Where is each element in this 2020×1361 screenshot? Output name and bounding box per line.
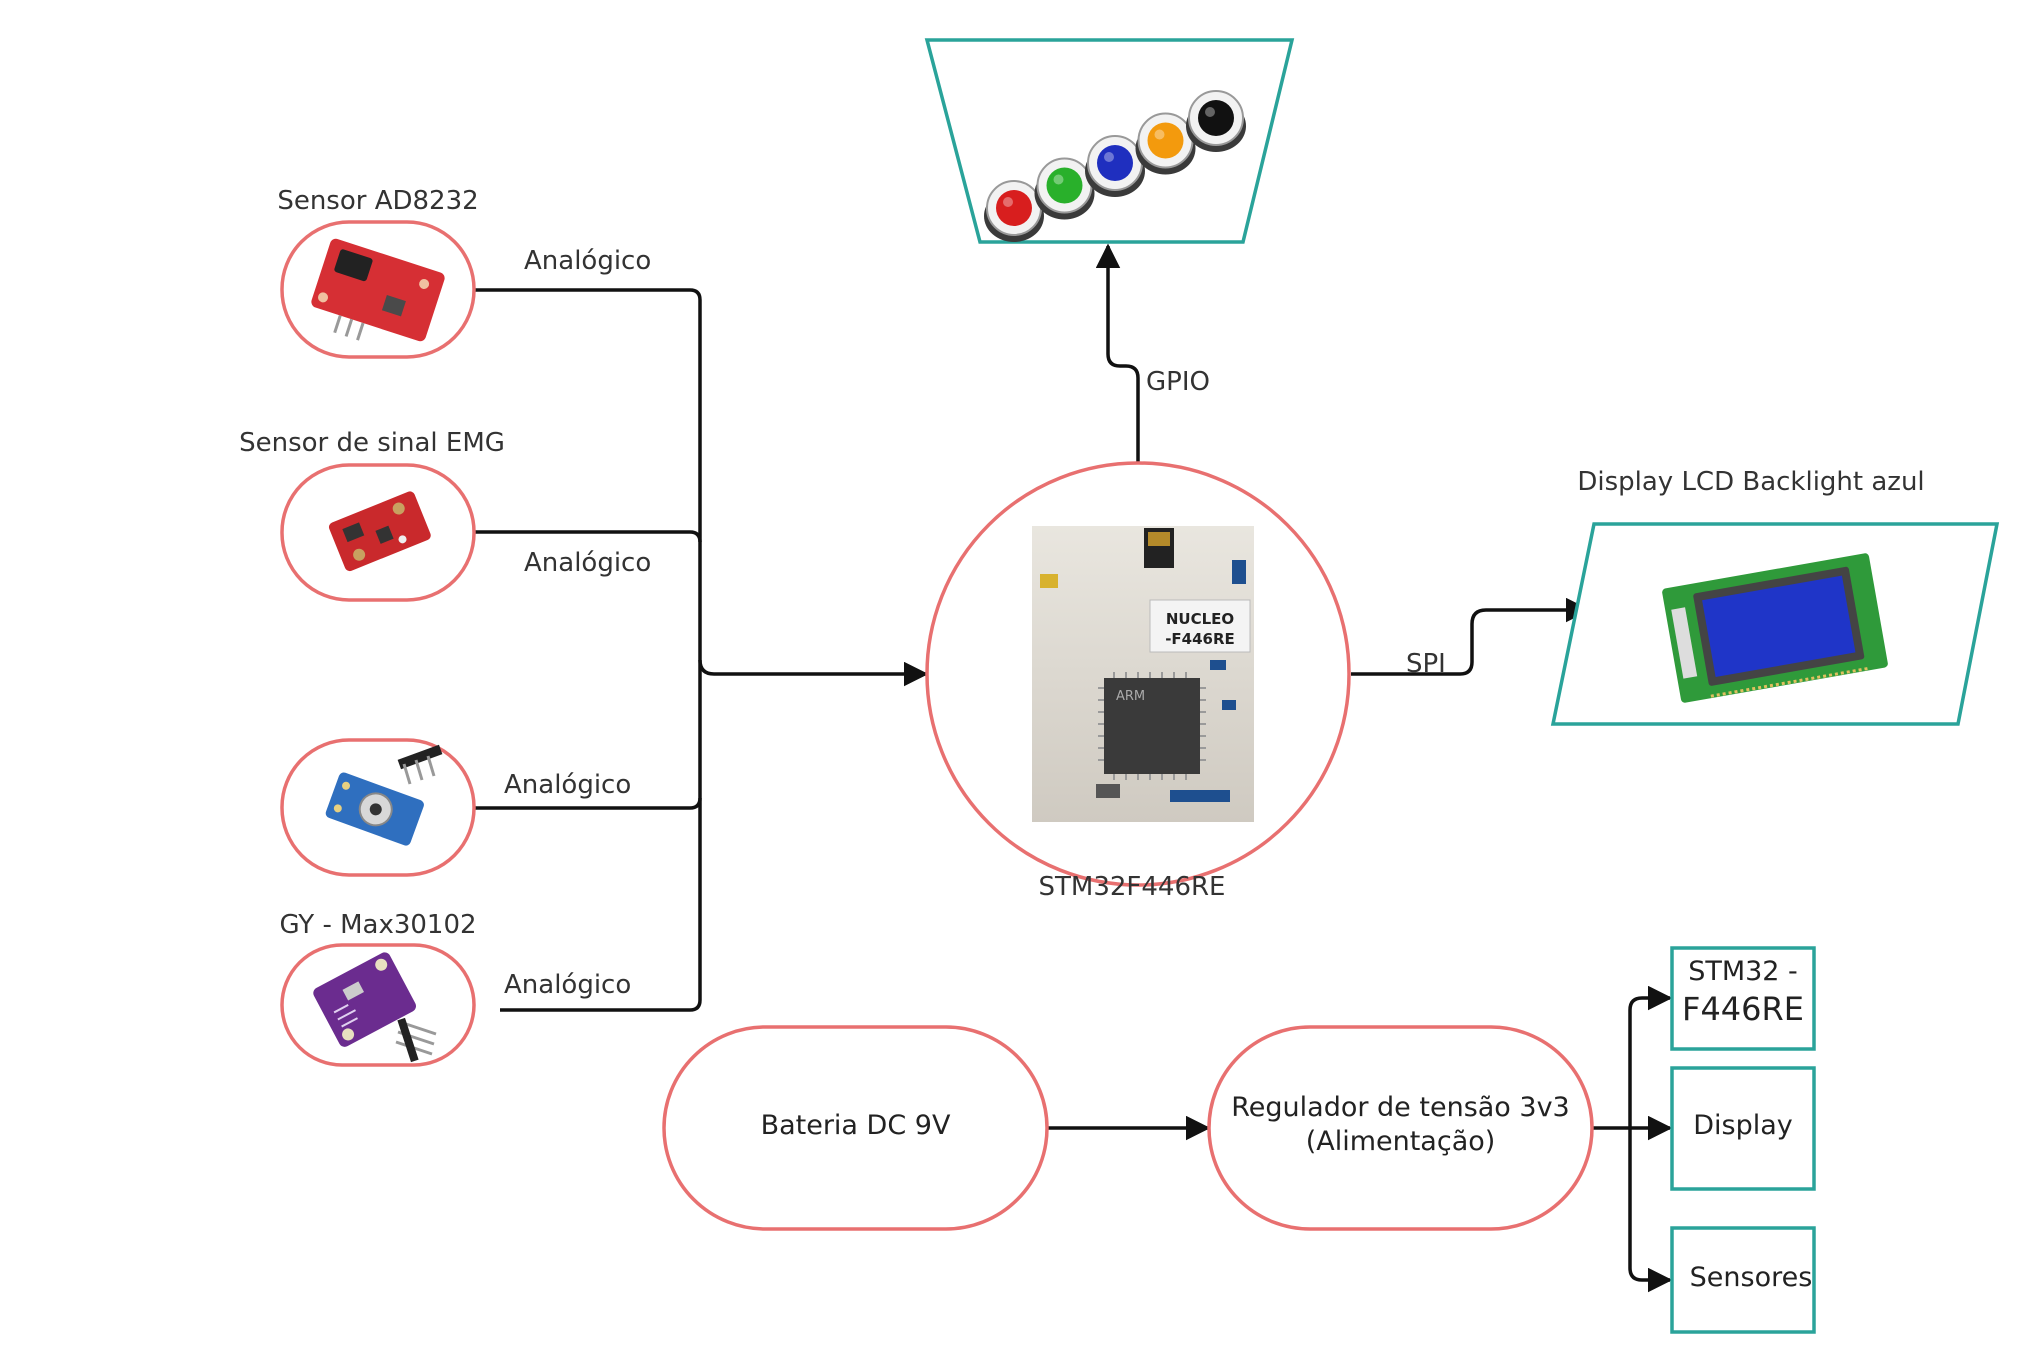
sensor-emg-node (280, 463, 476, 602)
to-stm32-arrow (1628, 985, 1673, 1128)
arcade-buttons-image (984, 90, 1246, 242)
ad8232-board-image (311, 238, 445, 342)
emg-board-image (328, 491, 431, 572)
max30102-pin-header (395, 1017, 437, 1063)
arcade-button-1 (984, 180, 1044, 242)
chip-marking: ARM (1116, 689, 1145, 704)
mcu-node: NUCLEO -F446RE ARM (925, 461, 1351, 887)
mcu-label: STM32F446RE (1038, 872, 1226, 902)
ad8232-signal-label: Analógico (524, 246, 652, 276)
arcade-button-5 (1186, 90, 1246, 152)
arcade-button-3 (1085, 135, 1145, 197)
temperature-board-image (325, 772, 424, 846)
target-sensors-box (1670, 1226, 1816, 1334)
target-stm32-label: STM32 - (1688, 956, 1798, 987)
sensor-ad8232-label: Sensor AD8232 (277, 186, 479, 216)
max30102-board-image (313, 952, 416, 1047)
bus-line (474, 288, 702, 1012)
display-label: Display LCD Backlight azul (1577, 467, 1925, 497)
regulator-label: Regulador de tensão 3v3 (1231, 1092, 1570, 1123)
spi-line (1351, 597, 1591, 676)
sensor-max30102-label: GY - Max30102 (279, 910, 477, 940)
bus-to-mcu-arrow (698, 659, 929, 687)
spi-label: SPI (1406, 649, 1446, 679)
sensor-ad8232-node (280, 220, 476, 359)
buttons-node (924, 38, 1295, 244)
arcade-button-2 (1034, 157, 1095, 220)
arcade-button-4 (1135, 112, 1196, 175)
gpio-label: GPIO (1146, 367, 1210, 397)
sensor-emg-label: Sensor de sinal EMG (239, 428, 505, 458)
target-sensors-label: Sensores (1689, 1262, 1813, 1293)
target-stm32-model: F446RE (1682, 990, 1804, 1028)
regulator-node (1207, 1025, 1594, 1231)
power-targets (1670, 946, 1816, 1334)
target-display-box (1670, 1066, 1816, 1191)
gpio-line (1095, 243, 1140, 500)
temp-line (474, 797, 702, 810)
mcu-chip (1104, 678, 1200, 774)
temperature-signal-label: Analógico (504, 770, 632, 800)
temperature-pin-header (397, 744, 443, 785)
battery-node (662, 1025, 1049, 1231)
display-node (1550, 522, 2000, 726)
max30102-signal-label: Analógico (504, 970, 632, 1000)
to-sensors-arrow (1628, 1128, 1673, 1293)
lcd-module-image (1662, 553, 1888, 703)
nucleo-board-photo (1032, 526, 1254, 822)
power-lines (1047, 985, 1673, 1293)
sensor-temperature-node (280, 738, 476, 877)
emg-signal-label: Analógico (524, 548, 652, 578)
regulator-sublabel: (Alimentação) (1305, 1126, 1496, 1157)
battery-label: Bateria DC 9V (760, 1110, 951, 1141)
emg-line (474, 530, 702, 543)
target-display-label: Display (1693, 1110, 1793, 1141)
sensor-max30102-node (280, 943, 476, 1067)
nucleo-model-label: -F446RE (1165, 630, 1235, 648)
target-stm32-box (1670, 946, 1816, 1051)
sensor-bus-lines (474, 288, 929, 1012)
nucleo-label: NUCLEO (1166, 610, 1234, 628)
